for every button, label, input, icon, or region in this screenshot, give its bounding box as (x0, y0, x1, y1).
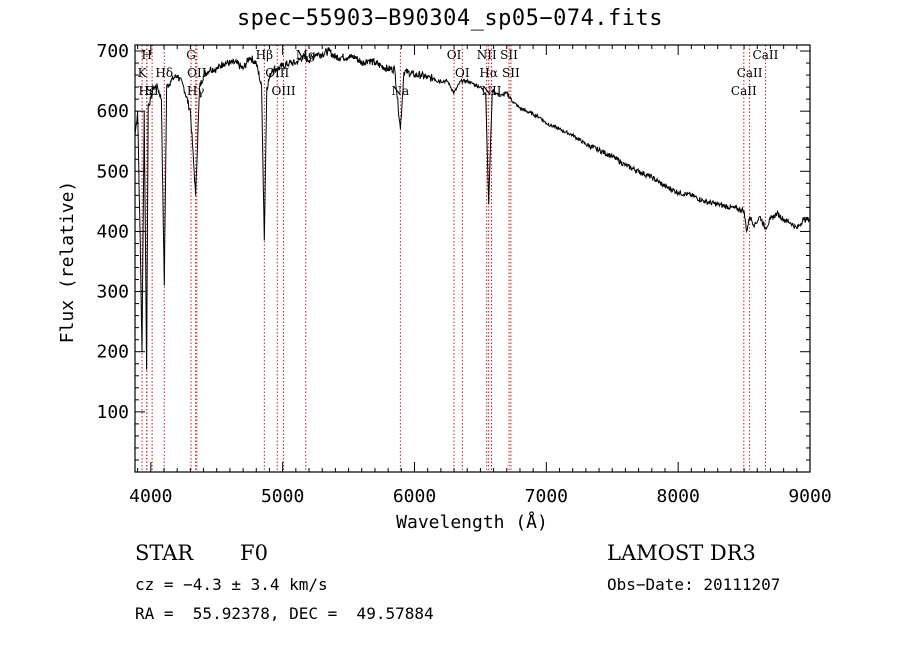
line-label: Hδ (155, 66, 173, 80)
line-label: SI (146, 84, 159, 98)
line-label: Mg (296, 48, 316, 62)
y-tick-label: 700 (96, 41, 129, 62)
line-label: K (138, 66, 148, 80)
series-layer (134, 47, 811, 370)
line-label: H (141, 48, 151, 62)
y-axis-label: Flux (relative) (57, 181, 78, 344)
y-tick-label: 300 (96, 282, 129, 303)
y-tick-label: 500 (96, 161, 129, 182)
chart-title: spec−55903−B90304_sp05−074.fits (236, 6, 664, 31)
line-label: OI (455, 66, 470, 80)
line-label: OI (447, 48, 462, 62)
line-label: OII (187, 66, 207, 80)
spectral-line-markers (141, 45, 766, 472)
line-label: NII (481, 84, 501, 98)
line-label: Hγ (187, 84, 205, 98)
object-class: STAR (135, 541, 194, 565)
x-tick-label: 8000 (656, 486, 699, 507)
line-label: NII (477, 48, 497, 62)
x-tick-label: 6000 (393, 486, 436, 507)
x-tick-label: 9000 (788, 486, 831, 507)
line-label: CaII (731, 84, 757, 98)
spectrum-line (134, 47, 811, 370)
line-label: CaII (753, 48, 779, 62)
line-label: Hβ (256, 48, 273, 62)
line-label: SII (500, 48, 518, 62)
line-label: Hε (139, 84, 156, 98)
y-tick-label: 100 (96, 402, 129, 423)
y-tick-label: 200 (96, 342, 129, 363)
line-label: CaII (737, 66, 763, 80)
redshift-cz: cz = −4.3 ± 3.4 km/s (135, 575, 328, 594)
line-label: OIII (265, 66, 289, 80)
observation-date: Obs−Date: 20111207 (607, 575, 781, 594)
line-label: G (186, 48, 196, 62)
x-tick-label: 7000 (525, 486, 568, 507)
x-axis-label: Wavelength (Å) (396, 511, 548, 533)
line-label: SII (502, 66, 520, 80)
y-tick-label: 600 (96, 101, 129, 122)
survey-name: LAMOST DR3 (607, 541, 756, 565)
line-label: OIII (272, 84, 296, 98)
y-tick-label: 400 (96, 221, 129, 242)
x-tick-label: 4000 (129, 486, 172, 507)
axis-ticks: 4000 5000 6000 7000 8000 9000 100 200 300 400 500 6… (96, 41, 831, 507)
line-label: Na (392, 84, 410, 98)
x-tick-label: 5000 (261, 486, 304, 507)
plot-frame (134, 44, 811, 473)
coordinates: RA = 55.92378, DEC = 49.57884 (135, 604, 434, 623)
line-label: Hα (479, 66, 498, 80)
object-subclass: F0 (240, 541, 268, 565)
